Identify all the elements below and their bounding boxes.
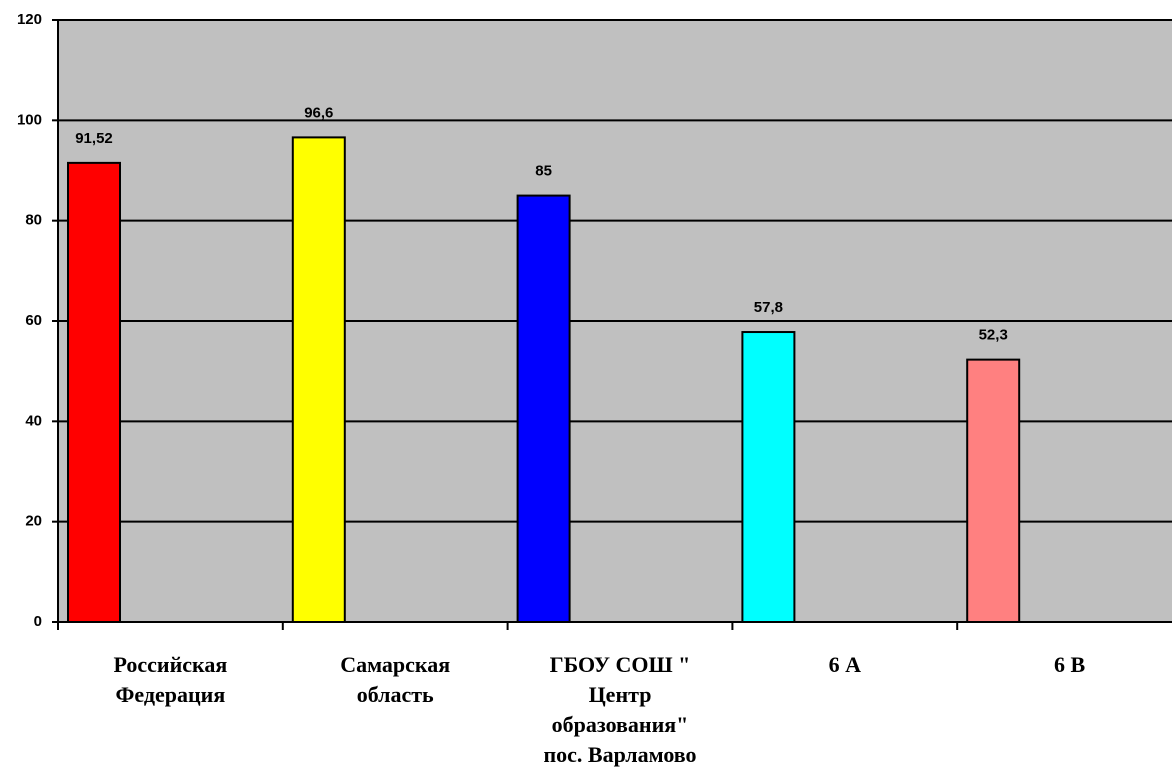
bar <box>741 331 796 623</box>
y-tick-label: 0 <box>34 613 42 630</box>
data-label: 52,3 <box>979 327 1008 344</box>
y-tick-label: 80 <box>25 212 42 229</box>
bar <box>516 194 571 623</box>
x-tick-label: 6 А <box>828 652 861 677</box>
y-tick-label: 120 <box>17 11 42 28</box>
x-tick-label: 6 В <box>1054 652 1086 677</box>
y-tick-label: 100 <box>17 111 42 128</box>
y-tick-label: 40 <box>25 412 42 429</box>
bar <box>291 136 346 623</box>
data-label: 85 <box>535 163 552 180</box>
x-tick-label: Самарская область <box>340 652 451 707</box>
data-label: 57,8 <box>754 299 783 316</box>
x-tick-label: Российская Федерация <box>113 652 228 707</box>
data-label: 91,52 <box>75 130 113 147</box>
bar <box>67 161 121 623</box>
x-tick-label: ГБОУ СОШ " Центр образования" пос. Варла… <box>543 652 697 767</box>
y-tick-label: 60 <box>25 312 42 329</box>
y-tick-label: 20 <box>25 513 42 530</box>
data-label: 96,6 <box>304 104 333 121</box>
bar <box>966 358 1021 623</box>
